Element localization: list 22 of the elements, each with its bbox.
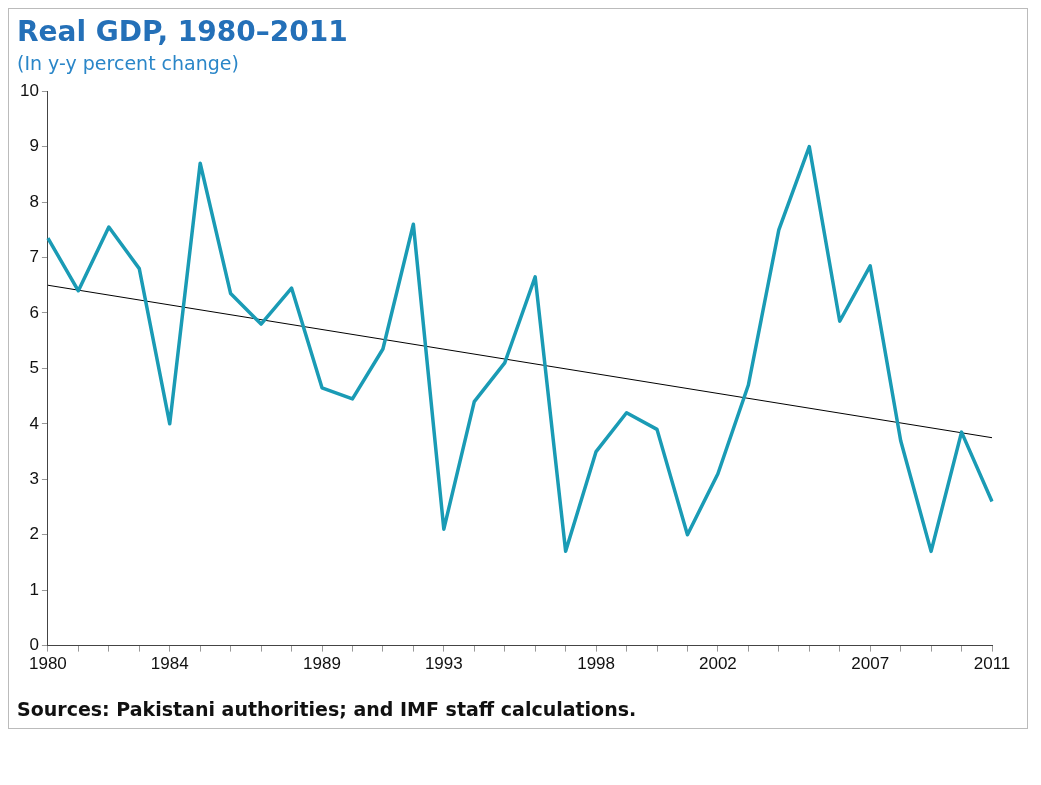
chart-subtitle: (In y-y percent change) — [17, 52, 240, 74]
y-tick-label: 4 — [29, 413, 39, 433]
y-tick-label: 0 — [29, 635, 39, 655]
x-tick-label: 1993 — [424, 654, 463, 674]
x-tick-label: 1998 — [577, 654, 616, 674]
y-tick-label: 7 — [29, 247, 39, 267]
source-note: Sources: Pakistani authorities; and IMF staff calculations. — [17, 698, 638, 720]
x-tick-label: 1980 — [29, 654, 67, 674]
x-tick-label: 1984 — [150, 654, 189, 674]
y-tick-label: 6 — [29, 302, 39, 322]
y-tick-label: 8 — [29, 191, 39, 211]
chart-title: Real GDP, 1980–2011 — [17, 15, 349, 48]
y-tick-label: 2 — [29, 524, 39, 544]
x-tick-label: 2011 — [973, 654, 1011, 674]
y-tick-label: 3 — [29, 468, 39, 488]
y-tick-label: 1 — [29, 579, 39, 599]
x-tick-label: 2002 — [699, 654, 737, 674]
y-tick-label: 9 — [29, 136, 39, 156]
x-tick-label: 2007 — [851, 654, 890, 674]
x-tick-label: 1989 — [303, 654, 341, 674]
y-tick-label: 10 — [19, 80, 39, 100]
y-tick-label: 5 — [29, 358, 39, 378]
